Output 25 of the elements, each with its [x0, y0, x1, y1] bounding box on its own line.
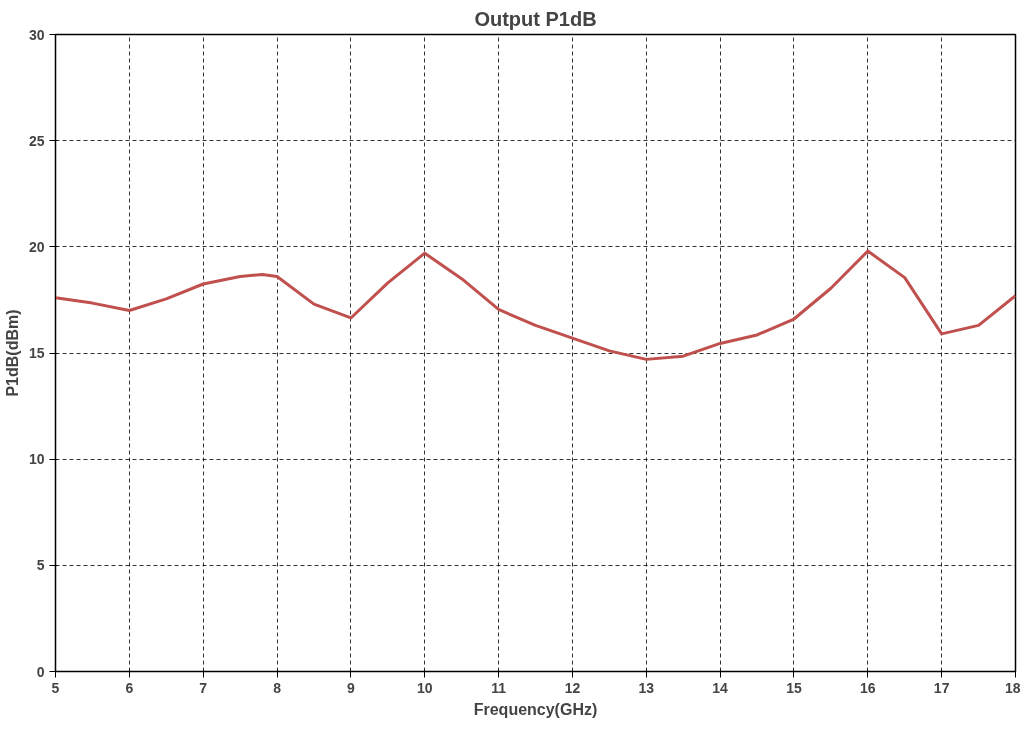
x-tick-label: 7 [199, 679, 208, 696]
y-tick-label: 5 [36, 557, 45, 574]
x-tick-label: 10 [416, 679, 433, 696]
x-tick-label: 15 [786, 679, 802, 696]
y-tick-label: 15 [28, 345, 45, 361]
y-tick-label: 30 [28, 26, 45, 43]
y-tick-label: 10 [28, 451, 45, 468]
chart-title: Output P1dB [474, 7, 597, 30]
x-tick-label: 17 [933, 679, 950, 696]
y-tick-label: 25 [28, 132, 45, 149]
x-tick-label: 5 [51, 679, 60, 696]
x-tick-label: 16 [860, 679, 876, 696]
x-tick-label: 13 [638, 679, 655, 696]
x-tick-label: 9 [346, 679, 355, 696]
x-tick-label: 11 [491, 679, 507, 696]
x-tick-label: 12 [564, 679, 581, 696]
line-series [55, 249, 1016, 361]
y-axis-title: P1dB(dBm) [3, 309, 21, 397]
x-axis-title: Frequency(GHz) [473, 700, 598, 718]
x-tick-label: 14 [712, 679, 729, 696]
x-tick-label: 8 [273, 679, 282, 696]
x-tick-label: 18 [1004, 679, 1021, 696]
y-tick-label: 0 [36, 663, 45, 680]
x-tick-label: 6 [125, 679, 134, 696]
y-tick-label: 20 [28, 238, 45, 255]
